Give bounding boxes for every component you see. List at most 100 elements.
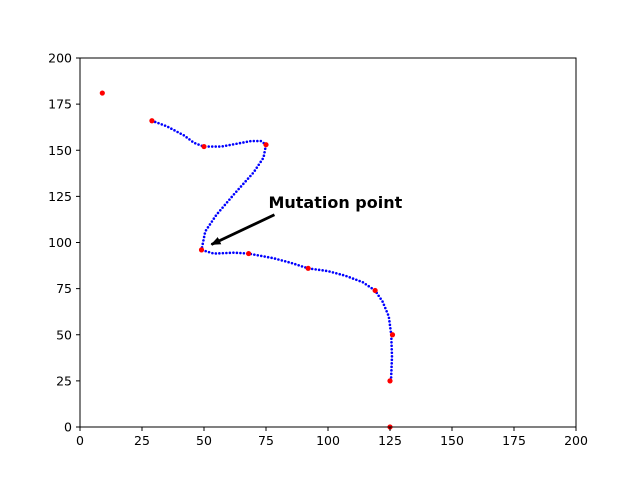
blue-point (204, 249, 207, 253)
blue-point (232, 192, 236, 196)
blue-point (217, 145, 221, 148)
blue-point (210, 145, 214, 148)
x-tick-label: 50 (196, 433, 212, 448)
blue-point (338, 272, 342, 276)
blue-point (249, 139, 252, 143)
red-point (389, 332, 396, 338)
blue-point (388, 323, 392, 327)
red-point (305, 265, 311, 271)
blue-point (214, 145, 218, 148)
blue-point (221, 206, 224, 209)
blue-point (390, 340, 393, 344)
blue-point (263, 150, 266, 154)
x-tick-label: 0 (76, 433, 84, 448)
blue-point (235, 190, 238, 193)
red-point (149, 118, 155, 124)
blue-point (390, 358, 394, 362)
blue-point (239, 251, 242, 255)
y-tick-label: 200 (48, 51, 72, 66)
blue-point (214, 252, 218, 255)
blue-point (238, 141, 242, 145)
blue-point (214, 214, 218, 217)
blue-point (277, 258, 280, 261)
blue-point (253, 253, 256, 256)
blue-point (383, 306, 387, 310)
blue-point (176, 130, 179, 134)
blue-point (390, 365, 393, 369)
y-tick-label: 0 (64, 420, 72, 435)
blue-point (294, 262, 297, 266)
blue-point (207, 250, 211, 254)
blue-point (170, 127, 173, 130)
blue-point (263, 147, 267, 151)
red-point (372, 287, 378, 294)
blue-point (283, 260, 287, 263)
x-tick-label: 75 (258, 433, 274, 448)
blue-point (204, 228, 208, 232)
blue-point (361, 280, 365, 284)
blue-point (389, 327, 392, 330)
blue-point (197, 143, 200, 146)
blue-point (249, 174, 252, 178)
blue-point (390, 337, 393, 341)
blue-point (173, 129, 176, 132)
blue-point (266, 255, 270, 259)
blue-point (364, 282, 368, 286)
red-series (99, 90, 396, 430)
red-point (246, 250, 252, 257)
blue-point (223, 203, 227, 207)
blue-point (358, 279, 361, 283)
x-tick-label: 150 (440, 433, 464, 448)
red-point (198, 247, 205, 253)
blue-point (202, 235, 206, 239)
blue-point (246, 177, 250, 180)
y-tick-label: 50 (56, 327, 72, 342)
blue-point (253, 169, 257, 172)
blue-point (256, 253, 260, 257)
blue-point (345, 274, 348, 278)
blue-point (379, 297, 382, 300)
x-tick-label: 125 (378, 433, 402, 448)
blue-point (324, 269, 328, 273)
blue-point (207, 145, 211, 148)
x-tick-label: 25 (134, 433, 150, 448)
blue-point (382, 303, 386, 307)
annotation: Mutation point (210, 193, 403, 246)
blue-point (367, 284, 371, 288)
blue-point (261, 157, 264, 161)
blue-point (212, 217, 216, 220)
blue-point (389, 376, 393, 379)
blue-point (390, 344, 393, 348)
blue-point (387, 316, 391, 320)
blue-point (297, 264, 300, 267)
blue-point (230, 195, 233, 199)
blue-point (228, 143, 231, 147)
blue-point (206, 226, 210, 229)
blue-point (235, 142, 238, 146)
y-tick-label: 25 (56, 373, 72, 388)
blue-point (381, 300, 384, 303)
blue-point (290, 261, 294, 265)
y-tick-label: 75 (56, 281, 72, 296)
blue-point (388, 320, 391, 323)
blue-point (242, 182, 245, 186)
blue-point (390, 351, 394, 355)
blue-point (386, 313, 390, 316)
blue-point (216, 211, 220, 215)
x-tick-label: 200 (564, 433, 588, 448)
blue-point (218, 208, 222, 212)
red-point (201, 143, 207, 150)
blue-point (201, 242, 205, 246)
blue-point (202, 239, 205, 242)
blue-point (211, 251, 214, 255)
blue-point (252, 139, 256, 143)
blue-point (185, 136, 188, 139)
red-point (263, 142, 269, 148)
blue-point (390, 369, 393, 372)
blue-point (385, 309, 388, 313)
blue-point (259, 254, 263, 258)
y-tick-label: 100 (48, 235, 72, 250)
blue-point (245, 140, 249, 144)
